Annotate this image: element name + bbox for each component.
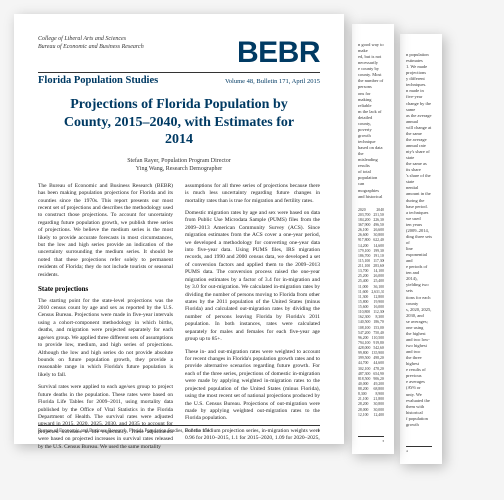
body-p2: The starting point for the state-level p… bbox=[38, 298, 173, 380]
body-columns: The Bureau of Economic and Business Rese… bbox=[38, 183, 320, 452]
bureau-name: Bureau of Economic and Business Research bbox=[38, 44, 144, 52]
page3-footer: 3 bbox=[358, 436, 384, 444]
masthead: College of Liberal Arts and Sciences Bur… bbox=[38, 36, 320, 73]
issue-line: Volume 48, Bulletin 171, April 2015 bbox=[225, 78, 320, 85]
page4-footer: 4 bbox=[406, 446, 432, 454]
authors-block: Stefan Rayer, Population Program Directo… bbox=[38, 157, 320, 173]
footer-pagenum-1: 1 bbox=[318, 429, 321, 434]
page-1: College of Liberal Arts and Sciences Bur… bbox=[14, 14, 344, 444]
college-name: College of Liberal Arts and Sciences bbox=[38, 36, 144, 44]
body-p4: assumptions for all three series of proj… bbox=[185, 183, 320, 205]
page-4: n population estimates1. We made project… bbox=[400, 34, 442, 464]
footer-pagenum-3: 3 bbox=[382, 439, 384, 444]
body-p6: These in- and out-migration rates were w… bbox=[185, 349, 320, 423]
page4-text-fragments: n population estimates1. We made project… bbox=[406, 52, 432, 428]
body-p3: Survival rates were applied to each age/… bbox=[38, 384, 173, 451]
footer-pagenum-4: 4 bbox=[406, 449, 408, 454]
page3-data-table: 20202040203,700251,500184,200226,300367,… bbox=[358, 208, 384, 418]
report-title: Projections of Florida Population by Cou… bbox=[58, 96, 300, 149]
bebr-logo: BEBR bbox=[237, 36, 320, 70]
footer-text: Bureau of Economic and Business Research… bbox=[38, 429, 210, 434]
page-3: n good way to makeed, but is not necessa… bbox=[352, 24, 394, 454]
subhead-row: Florida Population Studies Volume 48, Bu… bbox=[38, 73, 320, 86]
page1-footer: Bureau of Economic and Business Research… bbox=[38, 425, 320, 434]
series-title: Florida Population Studies bbox=[38, 75, 158, 86]
body-p5: Domestic migration rates by age and sex … bbox=[185, 210, 320, 344]
institution-block: College of Liberal Arts and Sciences Bur… bbox=[38, 36, 144, 51]
page3-text-fragments: n good way to makeed, but is not necessa… bbox=[358, 42, 384, 200]
body-p1: The Bureau of Economic and Business Rese… bbox=[38, 183, 173, 279]
section-heading-state: State projections bbox=[38, 285, 173, 294]
